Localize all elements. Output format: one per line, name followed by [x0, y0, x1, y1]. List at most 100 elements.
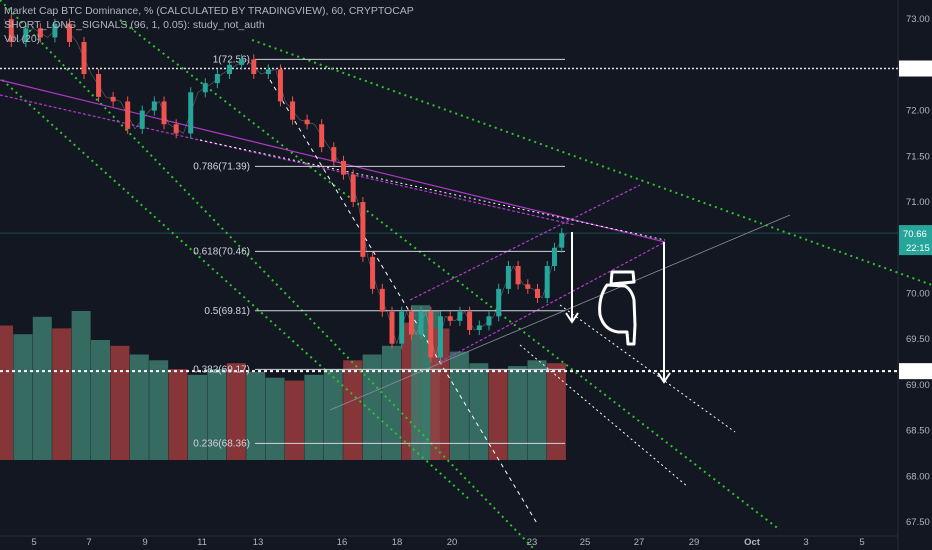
candle-body — [202, 83, 208, 93]
candle-body — [505, 266, 511, 289]
volume-bar — [188, 374, 207, 460]
volume-bar — [32, 316, 52, 460]
volume-bar — [13, 334, 33, 460]
time-tick-label: 11 — [197, 537, 207, 548]
time-tick-label: 23 — [527, 537, 538, 548]
price-tick-label: 68.00 — [906, 471, 930, 482]
candle-body — [551, 247, 557, 266]
candle-body — [66, 23, 72, 42]
candle-body — [125, 101, 131, 129]
candle-body — [496, 288, 502, 317]
legend-volume[interactable]: Vol (20) — [4, 33, 41, 45]
price-tick-label: 71.50 — [906, 151, 930, 162]
volume-bar — [110, 345, 130, 460]
volume-bar — [129, 354, 149, 460]
candle-body — [151, 101, 157, 111]
price-tick-label: 73.00 — [906, 14, 930, 25]
volume-bar — [362, 354, 382, 460]
candle-body — [277, 69, 283, 102]
time-tick-label: 3 — [803, 537, 808, 548]
candle-body — [350, 174, 356, 202]
candle-body — [227, 64, 233, 74]
candle-body — [408, 311, 414, 335]
time-tick-label: 5 — [31, 537, 36, 548]
price-label-high: 72.46 — [903, 65, 927, 76]
volume-bar — [265, 377, 285, 460]
time-tick-label: 20 — [447, 537, 458, 548]
candle-body — [96, 74, 102, 97]
candle-body — [544, 266, 550, 298]
candle-body — [81, 42, 87, 74]
legend-symbol-title[interactable]: Market Cap BTC Dominance, % (CALCULATED … — [4, 5, 414, 17]
candle-body — [341, 160, 346, 175]
time-tick-label: 29 — [689, 537, 700, 548]
time-tick-label: 27 — [634, 537, 645, 548]
volume-bar — [149, 360, 169, 460]
white-dotted-line — [199, 139, 666, 241]
candle-body — [389, 311, 395, 344]
candle-body — [23, 28, 29, 42]
candle-body — [251, 59, 257, 74]
candle-body — [457, 311, 463, 321]
candle-body — [535, 288, 540, 298]
volume-bar — [488, 369, 508, 460]
green-channel-line — [0, 76, 471, 501]
volume-bar — [508, 366, 528, 460]
candle-body — [370, 256, 376, 289]
fib-level-label: 0.618(70.46) — [193, 246, 250, 257]
time-tick-label: 16 — [337, 537, 348, 548]
magenta-line — [0, 79, 666, 243]
time-tick-label: 7 — [86, 537, 91, 548]
fib-level-label: 0.786(71.39) — [193, 161, 250, 172]
candle-body — [37, 28, 43, 38]
green-channel-line — [0, 0, 536, 550]
volume-bar — [207, 369, 227, 460]
candle-body — [418, 311, 424, 335]
magenta-channel-lower — [439, 241, 666, 363]
magenta-channel-upper — [409, 184, 641, 301]
fib-level-label: 0.382(69.17) — [193, 364, 250, 375]
candle-body — [265, 69, 271, 74]
white-dashed-line — [269, 79, 539, 526]
price-tick-label: 72.00 — [906, 106, 930, 117]
pointing-down-hand-icon — [598, 270, 637, 346]
candle-body — [304, 119, 310, 125]
price-label-low-bg — [899, 363, 932, 380]
green-channel-line — [119, 19, 781, 531]
candle-body — [8, 19, 14, 42]
green-channel-line — [251, 39, 932, 286]
candle-body — [467, 311, 473, 330]
candle-body — [379, 288, 385, 312]
legend: Market Cap BTC Dominance, % (CALCULATED … — [4, 4, 414, 46]
candle-body — [139, 110, 145, 129]
price-tick-label: 69.00 — [906, 380, 930, 391]
volume-bar — [168, 369, 188, 460]
candle-body — [239, 59, 245, 65]
candle-body — [173, 124, 179, 134]
candle-body — [438, 316, 443, 358]
volume-bar — [304, 374, 324, 460]
volume-bar — [449, 351, 469, 460]
current-price-badge — [899, 225, 932, 256]
volume-bar — [469, 363, 489, 460]
down-arrow-head — [657, 372, 671, 384]
volume-bar — [323, 369, 343, 460]
white-dotted-projection — [519, 344, 689, 488]
candle-body — [515, 266, 521, 285]
volume-bar — [226, 363, 246, 460]
volume-bar — [546, 363, 566, 460]
price-label-low: 69.15 — [903, 367, 927, 378]
candle-body — [188, 92, 194, 134]
bar-countdown-label: 22:15 — [906, 243, 930, 254]
candle-body — [214, 74, 220, 84]
candle-body — [290, 101, 296, 120]
candle-body — [319, 124, 325, 148]
legend-indicator[interactable]: SHORT_LONG_SIGNALS (96, 1, 0.05): study_… — [4, 19, 265, 31]
volume-bar — [246, 371, 266, 460]
candle-body — [447, 316, 453, 321]
volume-bar — [343, 360, 363, 460]
price-tick-label: 70.00 — [906, 288, 930, 299]
candle-body — [525, 284, 531, 289]
